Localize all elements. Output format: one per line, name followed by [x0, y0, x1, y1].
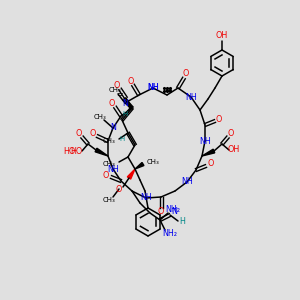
Text: O: O — [109, 98, 115, 107]
Polygon shape — [95, 148, 108, 156]
Text: NH: NH — [199, 136, 211, 146]
Text: O: O — [183, 70, 189, 79]
Text: OH: OH — [216, 32, 228, 40]
Text: NH: NH — [147, 83, 159, 92]
Text: O: O — [208, 160, 214, 169]
Text: HO: HO — [64, 146, 76, 155]
Text: CH₃: CH₃ — [94, 114, 106, 120]
Text: O: O — [76, 130, 82, 139]
Text: CH₃: CH₃ — [102, 138, 115, 144]
Polygon shape — [202, 149, 215, 156]
Text: NH₂: NH₂ — [163, 229, 178, 238]
Text: N: N — [122, 98, 128, 107]
Text: O: O — [114, 82, 120, 91]
Text: •: • — [167, 86, 173, 96]
Text: H: H — [179, 217, 185, 226]
Text: O: O — [228, 130, 234, 139]
Text: N: N — [110, 124, 116, 133]
Text: NH: NH — [107, 164, 119, 173]
Text: O: O — [158, 208, 164, 217]
Text: NH: NH — [140, 194, 152, 202]
Text: NH₂: NH₂ — [166, 206, 181, 214]
Text: •: • — [164, 86, 170, 96]
Text: CH₃: CH₃ — [103, 197, 116, 203]
Text: CH₃: CH₃ — [102, 161, 115, 167]
Text: NH: NH — [185, 92, 197, 101]
Polygon shape — [135, 163, 144, 169]
Polygon shape — [127, 169, 135, 179]
Text: O: O — [90, 128, 96, 137]
Text: H: H — [123, 111, 128, 117]
Text: CH₃: CH₃ — [109, 87, 122, 93]
Text: H: H — [120, 136, 125, 142]
Text: OH: OH — [228, 146, 240, 154]
Text: O: O — [116, 184, 122, 194]
Text: =: = — [117, 91, 123, 100]
Text: NH: NH — [181, 178, 193, 187]
Text: N: N — [171, 208, 177, 217]
Text: O: O — [128, 76, 134, 85]
Text: O: O — [103, 170, 109, 179]
Text: CH₃: CH₃ — [147, 159, 160, 165]
Text: O: O — [216, 115, 222, 124]
Text: HO: HO — [70, 146, 82, 155]
Text: NH: NH — [147, 82, 159, 91]
